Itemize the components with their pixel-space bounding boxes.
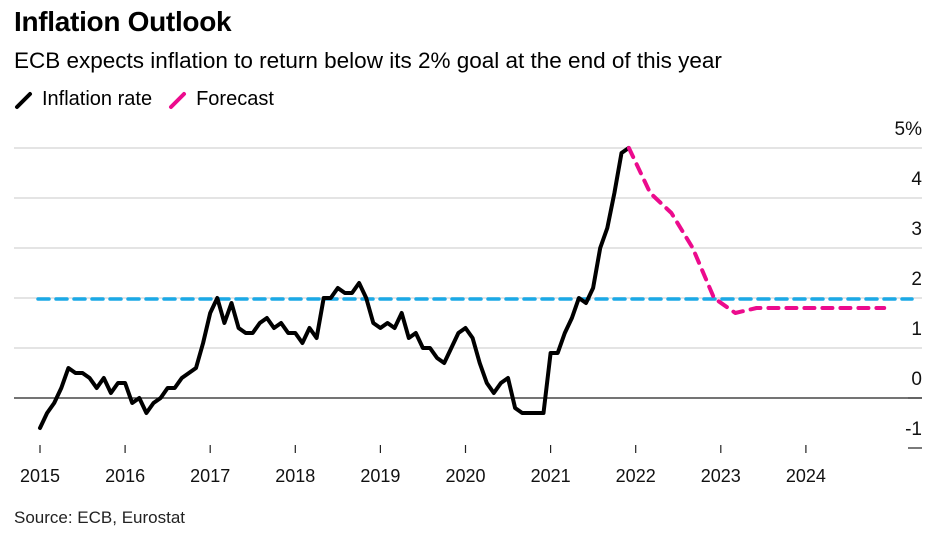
x-tick-label: 2022 — [616, 466, 656, 486]
legend-label-inflation-rate: Inflation rate — [42, 88, 153, 110]
x-tick-label: 2020 — [445, 466, 485, 486]
y-tick-label: 1 — [911, 319, 922, 340]
legend-swatch-forecast — [169, 91, 187, 109]
y-tick-label: 2 — [911, 269, 922, 290]
chart-subtitle: ECB expects inflation to return below it… — [14, 48, 722, 73]
x-tick-label: 2023 — [701, 466, 741, 486]
legend-label-forecast: Forecast — [196, 88, 274, 110]
inflation-rate-line — [38, 146, 631, 430]
x-tick-label: 2019 — [360, 466, 400, 486]
forecast-line — [626, 146, 887, 315]
x-tick-label: 2024 — [786, 466, 826, 486]
y-tick-label: 3 — [911, 219, 922, 240]
x-tick-label: 2021 — [531, 466, 571, 486]
legend: Inflation rate Forecast — [14, 88, 290, 111]
x-tick-label: 2016 — [105, 466, 145, 486]
x-tick-label: 2018 — [275, 466, 315, 486]
x-tick-label: 2017 — [190, 466, 230, 486]
x-axis: 2015 2016 2017 2018 2019 2020 2021 2022 2023 2024 — [20, 445, 826, 486]
y-axis: 5% 4 3 2 1 0 -1 — [895, 119, 923, 449]
y-tick-label: 0 — [911, 369, 922, 390]
legend-item-inflation-rate: Inflation rate — [14, 88, 152, 111]
chart-title: Inflation Outlook — [14, 6, 232, 37]
legend-item-forecast: Forecast — [168, 88, 274, 111]
series-lines — [38, 146, 887, 430]
source-note: Source: ECB, Eurostat — [14, 508, 186, 527]
y-tick-label: -1 — [905, 419, 922, 440]
x-tick-label: 2015 — [20, 466, 60, 486]
legend-swatch-inflation-rate — [15, 91, 32, 109]
gridlines — [14, 147, 922, 399]
y-tick-label: 5% — [895, 119, 923, 140]
y-tick-label: 4 — [911, 169, 922, 190]
